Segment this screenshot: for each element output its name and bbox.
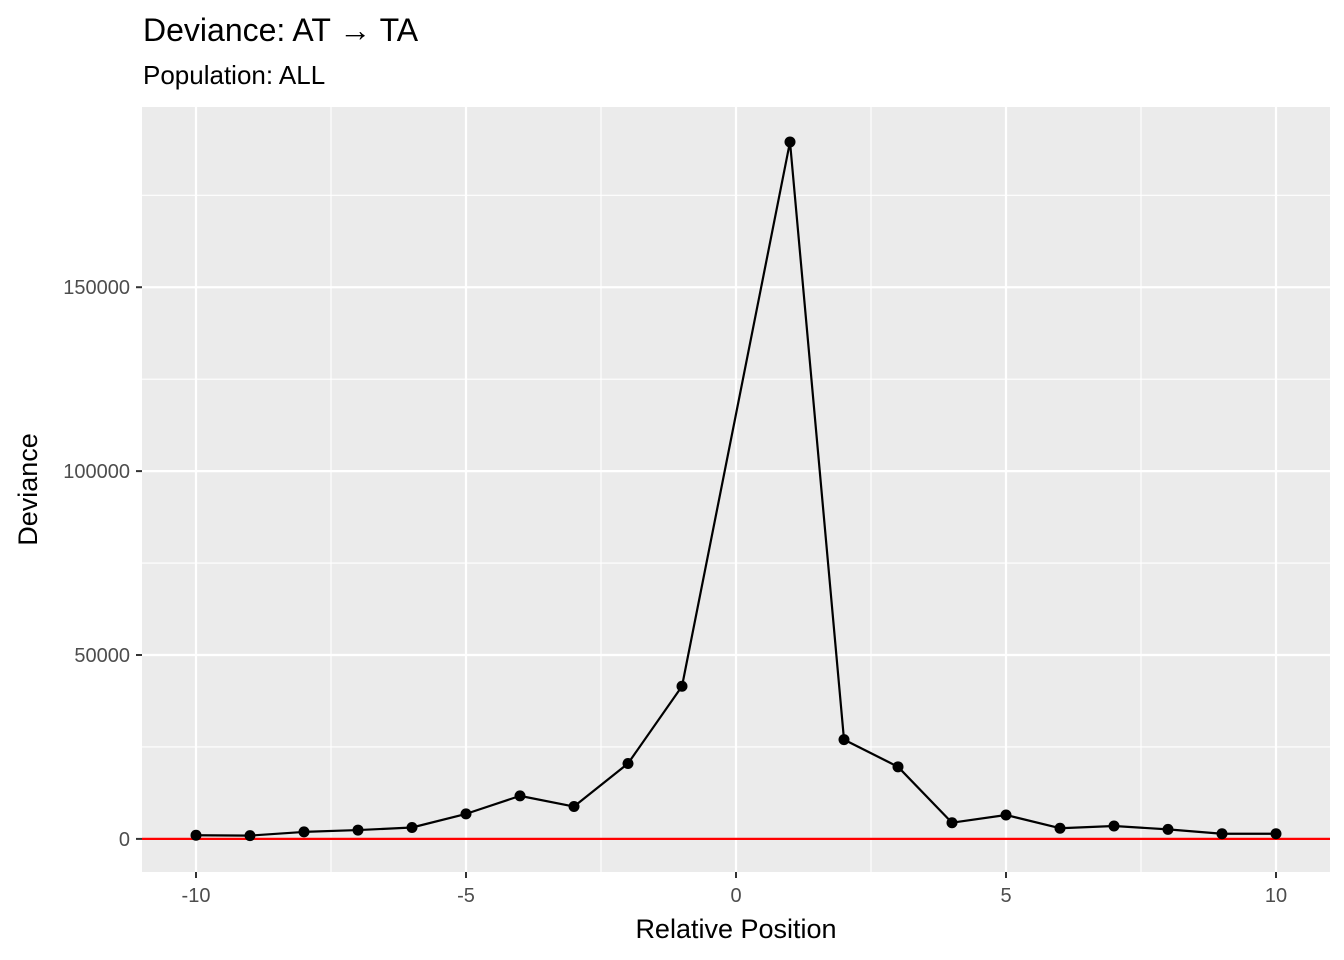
data-points [190,136,1282,842]
data-point [1270,828,1282,840]
y-axis-title: Deviance [13,433,43,546]
data-point [946,817,958,829]
x-tick-label: -10 [182,885,211,907]
x-axis: -10 -5 0 5 10 [182,872,1287,907]
data-point [190,829,202,841]
data-point [1000,809,1012,821]
data-point [1108,820,1120,832]
data-point [460,808,472,820]
y-tick-label: 150000 [63,277,130,299]
data-point [784,136,796,148]
data-point [406,821,418,833]
data-point [298,826,310,838]
chart-subtitle: Population: ALL [143,60,325,90]
y-tick-label: 100000 [63,461,130,483]
data-point [838,734,850,746]
y-tick-label: 0 [119,829,130,851]
y-tick-label: 50000 [74,645,130,667]
data-point [1162,823,1174,835]
data-point [514,790,526,802]
x-tick-label: 10 [1265,885,1287,907]
data-point [244,830,256,842]
data-point [352,824,364,836]
data-point [676,680,688,692]
data-point [1216,828,1228,840]
data-point [622,758,634,770]
x-axis-title: Relative Position [635,914,836,944]
x-tick-label: -5 [457,885,475,907]
data-point [1054,822,1066,834]
data-point [892,761,904,773]
x-tick-label: 5 [1000,885,1011,907]
x-tick-label: 0 [730,885,741,907]
chart-title: Deviance: AT → TA [143,12,419,48]
data-point [568,801,580,813]
y-axis: 0 50000 100000 150000 [63,277,142,851]
series-line [195,140,1276,837]
